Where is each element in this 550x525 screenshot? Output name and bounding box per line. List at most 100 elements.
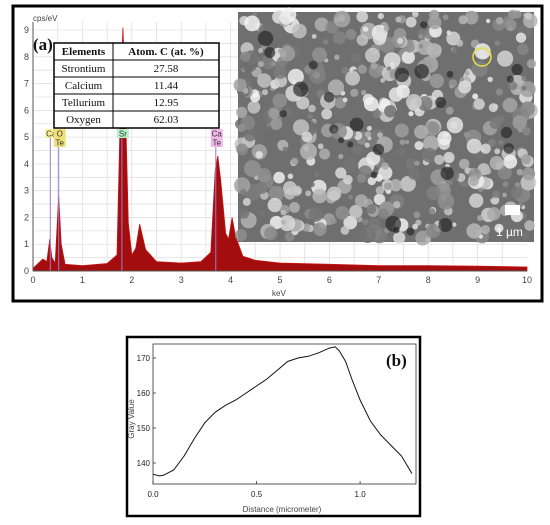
sem-grain: [258, 47, 264, 54]
x-tick-label: 0: [30, 275, 35, 285]
table-cell-element: Calcium: [65, 80, 103, 92]
sem-grain: [459, 158, 470, 170]
sem-grain: [257, 61, 264, 68]
y-tick-label: 6: [24, 105, 29, 115]
sem-grain: [345, 29, 357, 40]
panel-label-a: (a): [33, 35, 53, 54]
sem-grain: [332, 31, 346, 45]
sem-grain: [364, 131, 372, 138]
x-tick-label: 0.0: [147, 490, 159, 499]
sem-grain: [408, 111, 414, 117]
sem-pore: [385, 216, 402, 232]
sem-grain: [244, 129, 256, 142]
sem-grain: [478, 187, 483, 193]
sem-grain: [469, 193, 484, 208]
x-axis-label: Distance (micrometer): [243, 505, 322, 514]
sem-grain: [443, 151, 455, 164]
sem-grain: [236, 143, 249, 156]
sem-grain: [522, 167, 536, 181]
sem-grain: [426, 186, 441, 200]
sem-grain: [394, 123, 409, 138]
sem-grain: [399, 139, 406, 145]
table-cell-element: Oxygen: [66, 114, 101, 126]
sem-grain: [413, 211, 421, 219]
sem-grain: [273, 171, 285, 184]
x-tick-label: 2: [129, 275, 134, 285]
peak-label: Ca: [46, 130, 57, 139]
sem-grain: [340, 226, 350, 235]
sem-grain: [309, 181, 315, 188]
profile-line: [152, 346, 413, 477]
sem-grain: [341, 67, 349, 75]
sem-grain: [372, 109, 382, 119]
sem-grain: [434, 154, 445, 165]
sem-grain: [264, 226, 278, 241]
sem-grain: [384, 105, 397, 118]
sem-grain: [381, 162, 389, 170]
y-tick-label: 5: [24, 132, 29, 142]
sem-grain: [370, 62, 378, 70]
sem-grain: [526, 59, 537, 69]
sem-grain: [504, 19, 517, 32]
sem-grain: [386, 66, 392, 71]
sem-grain: [524, 220, 535, 231]
sem-grain: [422, 147, 437, 163]
sem-grain: [414, 141, 424, 151]
sem-grain: [354, 194, 368, 208]
sem-grain: [343, 174, 353, 185]
peak-label-box: [45, 129, 58, 138]
sem-grain: [381, 40, 396, 54]
sem-grain-texture: [233, 7, 538, 246]
sem-grain: [463, 131, 470, 138]
sem-grain: [494, 40, 500, 46]
sem-grain: [279, 10, 294, 25]
sem-grain: [367, 176, 376, 186]
sem-grain: [308, 207, 323, 222]
sem-pore: [323, 92, 335, 103]
sem-grain: [471, 60, 488, 78]
sem-grain: [335, 167, 347, 179]
sem-grain: [303, 145, 310, 152]
sem-grain: [378, 208, 389, 220]
sem-grain: [287, 68, 304, 85]
sem-pore: [372, 143, 385, 156]
sem-selection-circle: [472, 47, 492, 67]
sem-grain: [459, 77, 465, 82]
sem-grain: [356, 216, 363, 223]
sem-pore: [506, 75, 514, 83]
sem-grain: [313, 222, 327, 236]
sem-grain: [267, 197, 283, 213]
sem-grain: [468, 176, 479, 187]
y-tick-label: 140: [137, 459, 151, 468]
sem-grain: [271, 216, 280, 225]
table-header-atomic: Atom. C (at. %): [128, 46, 204, 58]
sem-grain: [395, 16, 402, 23]
sem-grain: [262, 89, 268, 96]
sem-grain: [484, 167, 492, 175]
y-tick-label: 0: [24, 266, 29, 276]
sem-grain: [349, 204, 363, 219]
sem-grain: [257, 73, 272, 88]
sem-grain: [464, 10, 479, 25]
x-axis-label: keV: [272, 289, 286, 298]
sem-grain: [290, 158, 299, 166]
sem-pore: [440, 166, 454, 180]
y-axis-unit-label: cps/eV: [33, 14, 58, 23]
sem-grain: [335, 206, 350, 220]
sem-grain: [234, 177, 251, 194]
sem-grain: [292, 119, 310, 136]
sem-grain: [426, 43, 442, 59]
sem-grain: [516, 168, 524, 176]
sem-grain: [383, 25, 390, 32]
panel-label-b: (b): [386, 351, 407, 370]
sem-grain: [238, 208, 250, 219]
sem-inset: 1 µm: [233, 7, 538, 246]
gray-value-line: [152, 346, 413, 477]
peak-label: Te: [55, 139, 64, 148]
x-tick-label: 1.0: [355, 490, 367, 499]
table-cell-value: 12.95: [154, 97, 179, 109]
x-tick-label: 9: [475, 275, 480, 285]
sem-grain: [358, 38, 366, 46]
sem-grain: [464, 70, 470, 76]
sem-grain: [362, 26, 369, 32]
